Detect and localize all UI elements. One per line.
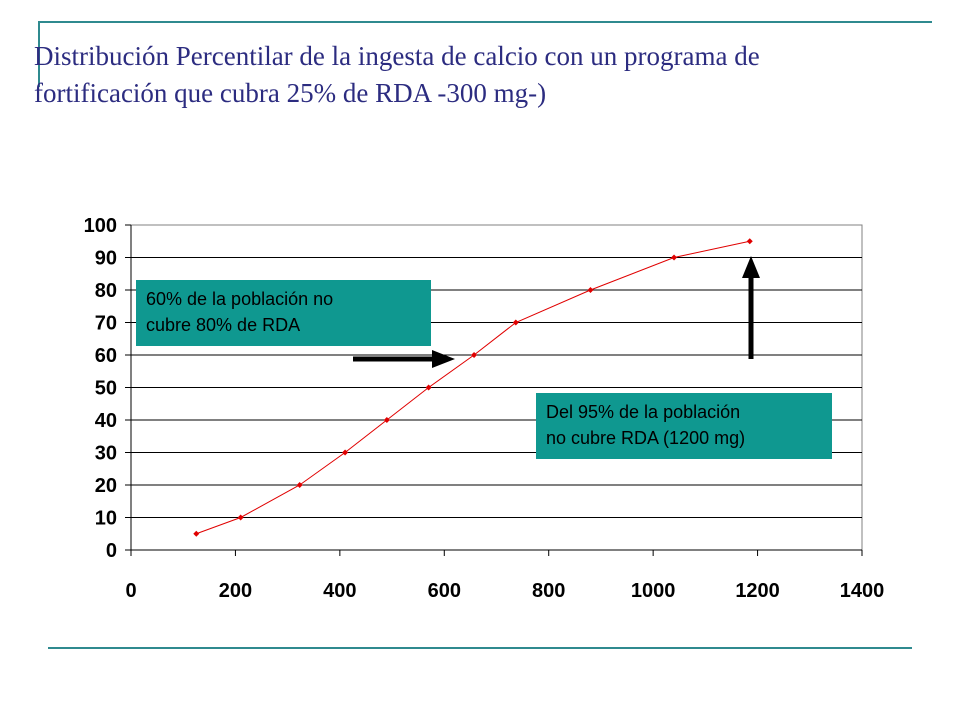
data-point-0-9 xyxy=(671,254,678,261)
top-rule xyxy=(38,21,932,23)
series-group xyxy=(193,238,753,537)
y-tick-label-0: 0 xyxy=(106,540,117,562)
x-tick-label-2: 400 xyxy=(323,580,356,602)
x-tick-label-6: 1200 xyxy=(735,580,780,602)
y-tick-label-4: 40 xyxy=(95,410,117,432)
x-tick-label-5: 1000 xyxy=(631,580,676,602)
data-point-0-5 xyxy=(425,384,432,391)
x-tick-label-4: 800 xyxy=(532,580,565,602)
data-point-0-10 xyxy=(746,238,753,245)
y-tick-label-10: 100 xyxy=(84,215,117,237)
right-annotation-box: Del 95% de la población no cubre RDA (12… xyxy=(536,393,832,459)
x-tick-label-3: 600 xyxy=(428,580,461,602)
y-tick-labels: 0 10 20 30 40 50 60 70 80 90 100 xyxy=(84,215,117,562)
left-rule xyxy=(38,21,40,87)
y-tick-label-1: 10 xyxy=(95,508,117,530)
right-annotation-line-1: Del 95% de la población xyxy=(546,402,741,422)
y-tick-label-7: 70 xyxy=(95,313,117,335)
data-point-0-7 xyxy=(512,319,519,326)
title-line-2: fortificación que cubra 25% de RDA -300 … xyxy=(34,78,547,108)
x-tick-label-0: 0 xyxy=(125,580,136,602)
y-tick-label-3: 30 xyxy=(95,443,117,465)
slide-title: Distribución Percentilar de la ingesta d… xyxy=(34,38,934,112)
left-annotation-line-1: 60% de la población no xyxy=(146,289,334,309)
data-point-0-2 xyxy=(296,482,303,488)
y-tick-label-5: 50 xyxy=(95,378,117,400)
x-tick-labels: 0 200 400 600 800 1000 1200 1400 xyxy=(125,580,884,602)
right-annotation-line-2: no cubre RDA (1200 mg) xyxy=(546,428,746,448)
bottom-rule xyxy=(48,647,912,649)
data-point-0-3 xyxy=(342,449,349,456)
x-tick-label-7: 1400 xyxy=(840,580,885,602)
data-point-0-0 xyxy=(193,530,200,537)
data-point-0-8 xyxy=(587,287,594,293)
data-point-0-6 xyxy=(471,352,478,358)
y-tick-label-2: 20 xyxy=(95,475,117,497)
y-tick-label-9: 90 xyxy=(95,248,117,270)
left-annotation-line-2: cubre 80% de RDA xyxy=(146,315,301,335)
arrow-vertical xyxy=(742,256,760,359)
title-line-1: Distribución Percentilar de la ingesta d… xyxy=(34,41,760,71)
y-tick-label-8: 80 xyxy=(95,280,117,302)
left-annotation-box: 60% de la población no cubre 80% de RDA xyxy=(136,280,431,346)
x-tick-label-1: 200 xyxy=(219,580,252,602)
data-point-0-4 xyxy=(383,417,390,423)
arrow-horizontal xyxy=(353,350,455,368)
y-tick-label-6: 60 xyxy=(95,345,117,367)
data-point-0-1 xyxy=(237,514,244,521)
